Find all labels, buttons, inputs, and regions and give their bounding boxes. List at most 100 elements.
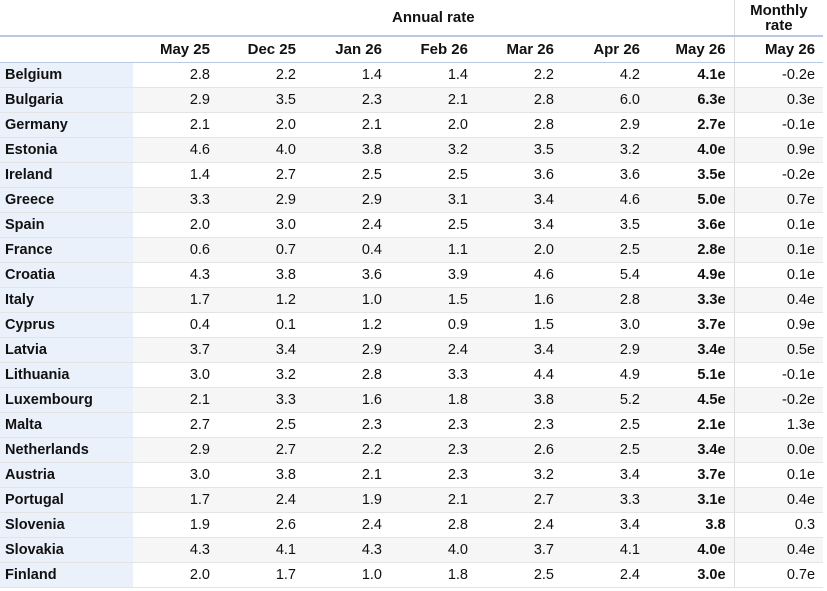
country-cell: Bulgaria bbox=[0, 87, 133, 113]
value-cell: 2.7 bbox=[133, 412, 218, 438]
corner bbox=[0, 0, 133, 36]
value-cell: 0.7 bbox=[218, 237, 304, 263]
table-row: Lithuania 3.0 3.2 2.8 3.3 4.4 4.9 5.1e -0.1e bbox=[0, 362, 824, 388]
value-cell: 1.7 bbox=[218, 562, 304, 588]
value-cell: 1.0 bbox=[304, 562, 390, 588]
value-cell: 4.1 bbox=[562, 537, 648, 563]
value-cell: 1.9 bbox=[133, 512, 218, 538]
table-row: Greece 3.3 2.9 2.9 3.1 3.4 4.6 5.0e 0.7e bbox=[0, 187, 824, 213]
value-cell: 3.6e bbox=[648, 212, 735, 238]
value-cell: 3.4 bbox=[476, 212, 562, 238]
country-cell: Finland bbox=[0, 562, 133, 588]
value-cell: 6.3e bbox=[648, 87, 735, 113]
value-cell: -0.2e bbox=[733, 162, 824, 188]
table-row: Italy 1.7 1.2 1.0 1.5 1.6 2.8 3.3e 0.4e bbox=[0, 287, 824, 313]
value-cell: 3.2 bbox=[562, 137, 648, 163]
value-cell: 2.5 bbox=[562, 237, 648, 263]
table-row: Spain 2.0 3.0 2.4 2.5 3.4 3.5 3.6e 0.1e bbox=[0, 212, 824, 238]
value-cell: 4.3 bbox=[133, 537, 218, 563]
value-cell: 2.8e bbox=[648, 237, 735, 263]
value-cell: 2.8 bbox=[562, 287, 648, 313]
value-cell: 4.0e bbox=[648, 137, 735, 163]
value-cell: 1.4 bbox=[390, 62, 476, 88]
country-cell: Netherlands bbox=[0, 437, 133, 463]
value-cell: 2.8 bbox=[476, 87, 562, 113]
value-cell: 2.0 bbox=[476, 237, 562, 263]
country-cell: Malta bbox=[0, 412, 133, 438]
value-cell: 2.4 bbox=[218, 487, 304, 513]
value-cell: 3.6 bbox=[476, 162, 562, 188]
country-cell: Italy bbox=[0, 287, 133, 313]
value-cell: 3.0 bbox=[562, 312, 648, 338]
table-row: Cyprus 0.4 0.1 1.2 0.9 1.5 3.0 3.7e 0.9e bbox=[0, 312, 824, 338]
value-cell: 2.1 bbox=[304, 112, 390, 138]
value-cell: 4.6 bbox=[133, 137, 218, 163]
value-cell: 2.1 bbox=[390, 87, 476, 113]
value-cell: 2.0 bbox=[390, 112, 476, 138]
value-cell: 3.4 bbox=[218, 337, 304, 363]
value-cell: -0.1e bbox=[733, 112, 824, 138]
group-header: Monthly rate bbox=[733, 0, 824, 36]
value-cell: 3.8 bbox=[476, 387, 562, 413]
value-cell: 4.0 bbox=[390, 537, 476, 563]
value-cell: 0.1 bbox=[218, 312, 304, 338]
column-header-row: May 25 Dec 25 Jan 26 Feb 26 Mar 26 Apr 26 May … bbox=[0, 35, 824, 63]
value-cell: 2.4 bbox=[304, 512, 390, 538]
value-cell: 1.4 bbox=[304, 62, 390, 88]
value-cell: 1.5 bbox=[390, 287, 476, 313]
table-row: Estonia 4.6 4.0 3.8 3.2 3.5 3.2 4.0e 0.9e bbox=[0, 137, 824, 163]
value-cell: 2.8 bbox=[133, 62, 218, 88]
value-cell: 3.3 bbox=[390, 362, 476, 388]
value-cell: 0.6 bbox=[133, 237, 218, 263]
value-cell: 2.8 bbox=[390, 512, 476, 538]
value-cell: 3.7 bbox=[133, 337, 218, 363]
value-cell: 2.7 bbox=[476, 487, 562, 513]
table-row: Portugal 1.7 2.4 1.9 2.1 2.7 3.3 3.1e 0.4e bbox=[0, 487, 824, 513]
value-cell: 2.0 bbox=[133, 562, 218, 588]
table-row: Latvia 3.7 3.4 2.9 2.4 3.4 2.9 3.4e 0.5e bbox=[0, 337, 824, 363]
value-cell: 4.3 bbox=[133, 262, 218, 288]
value-cell: 3.7e bbox=[648, 312, 735, 338]
value-cell: 3.3 bbox=[218, 387, 304, 413]
value-cell: 3.8 bbox=[648, 512, 735, 538]
value-cell: 2.9 bbox=[218, 187, 304, 213]
value-cell: 3.8 bbox=[218, 262, 304, 288]
value-cell: 2.3 bbox=[476, 412, 562, 438]
value-cell: 1.9 bbox=[304, 487, 390, 513]
value-cell: 2.6 bbox=[476, 437, 562, 463]
value-cell: -0.2e bbox=[733, 62, 824, 88]
value-cell: 2.3 bbox=[304, 87, 390, 113]
value-cell: 3.1e bbox=[648, 487, 735, 513]
value-cell: 2.7 bbox=[218, 162, 304, 188]
value-cell: 5.1e bbox=[648, 362, 735, 388]
value-cell: 4.2 bbox=[562, 62, 648, 88]
country-cell: Austria bbox=[0, 462, 133, 488]
value-cell: 3.4e bbox=[648, 337, 735, 363]
value-cell: 3.4e bbox=[648, 437, 735, 463]
value-cell: 4.6 bbox=[476, 262, 562, 288]
value-cell: 3.5 bbox=[218, 87, 304, 113]
value-cell: 3.6 bbox=[562, 162, 648, 188]
group-header: Annual rate bbox=[392, 9, 475, 26]
value-cell: 2.4 bbox=[390, 337, 476, 363]
value-cell: 0.3 bbox=[733, 512, 824, 538]
value-cell: 2.8 bbox=[304, 362, 390, 388]
value-cell: 3.2 bbox=[390, 137, 476, 163]
value-cell: 2.3 bbox=[304, 412, 390, 438]
value-cell: 1.7 bbox=[133, 487, 218, 513]
value-cell: 1.1 bbox=[390, 237, 476, 263]
country-cell: Slovenia bbox=[0, 512, 133, 538]
corner bbox=[0, 35, 133, 63]
value-cell: 4.6 bbox=[562, 187, 648, 213]
value-cell: 2.7e bbox=[648, 112, 735, 138]
value-cell: 3.0 bbox=[133, 362, 218, 388]
value-cell: 2.0 bbox=[133, 212, 218, 238]
value-cell: 4.5e bbox=[648, 387, 735, 413]
country-cell: Lithuania bbox=[0, 362, 133, 388]
country-cell: Portugal bbox=[0, 487, 133, 513]
value-cell: 1.2 bbox=[304, 312, 390, 338]
country-cell: Croatia bbox=[0, 262, 133, 288]
value-cell: 2.5 bbox=[476, 562, 562, 588]
value-cell: 1.8 bbox=[390, 562, 476, 588]
value-cell: 2.2 bbox=[218, 62, 304, 88]
